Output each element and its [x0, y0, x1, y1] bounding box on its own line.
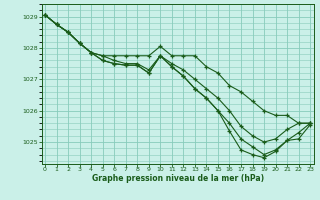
X-axis label: Graphe pression niveau de la mer (hPa): Graphe pression niveau de la mer (hPa) [92, 174, 264, 183]
